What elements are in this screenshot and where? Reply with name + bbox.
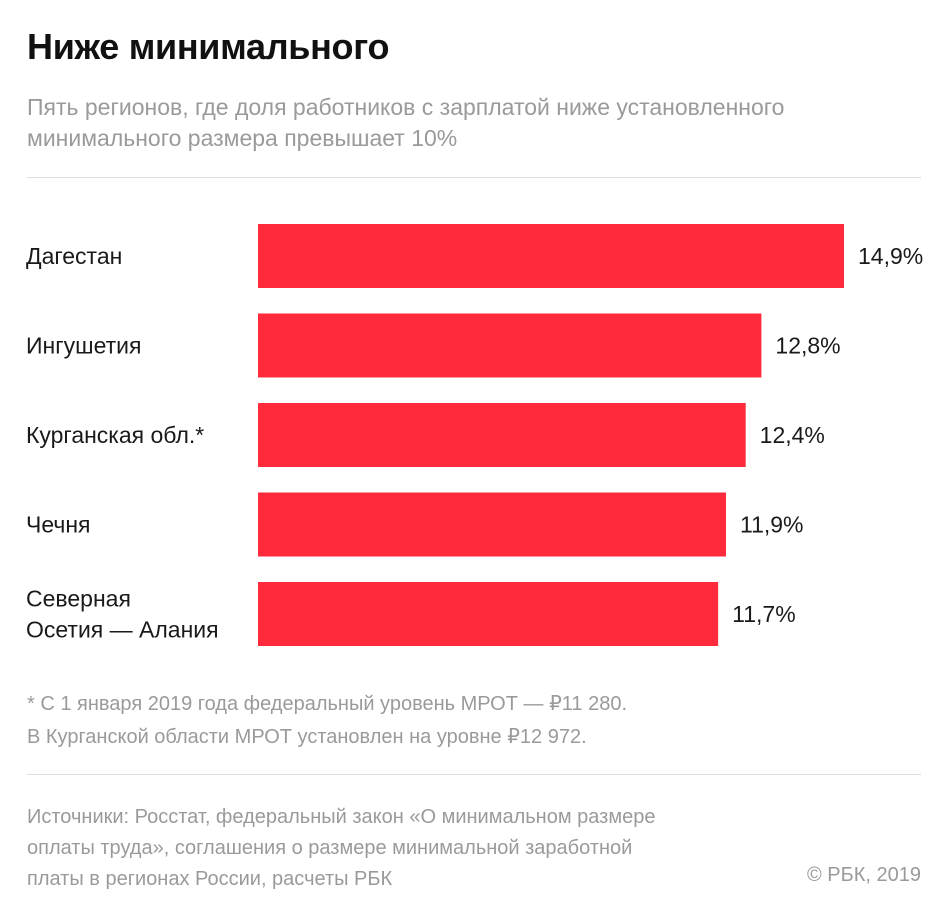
sources-line-2: оплаты труда», соглашения о размере мини… bbox=[27, 837, 633, 859]
bar-1 bbox=[258, 224, 844, 288]
value-label-3: 12,4% bbox=[760, 422, 825, 448]
category-label-5-line-1: Северная bbox=[26, 586, 131, 612]
category-label-2: Ингушетия bbox=[26, 333, 141, 359]
bar-2 bbox=[258, 313, 762, 378]
footnote-line-1: * С 1 января 2019 года федеральный урове… bbox=[27, 693, 628, 715]
footnote: * С 1 января 2019 года федеральный урове… bbox=[27, 688, 907, 754]
bar-chart: Дагестан 14,9% Ингушетия 12,8% Курганская об… bbox=[26, 224, 923, 646]
top-divider bbox=[27, 177, 921, 178]
category-label-4: Чечня bbox=[26, 512, 91, 538]
chart-title: Ниже минимального bbox=[27, 26, 390, 67]
category-label-1: Дагестан bbox=[26, 243, 122, 269]
category-label-5-line-2: Осетия — Алания bbox=[26, 617, 219, 643]
value-label-1: 14,9% bbox=[858, 243, 923, 269]
category-label-3: Курганская обл.* bbox=[26, 422, 204, 448]
bar-3 bbox=[258, 403, 746, 467]
chart-subtitle: Пять регионов, где доля работников с зар… bbox=[27, 94, 785, 151]
bottom-divider bbox=[27, 774, 921, 775]
copyright: © РБК, 2019 bbox=[806, 864, 921, 886]
value-label-4: 11,9% bbox=[740, 512, 804, 538]
bar-5 bbox=[258, 582, 719, 646]
bar-4 bbox=[258, 492, 727, 557]
footnote-line-2: В Курганской области МРОТ установлен на … bbox=[27, 726, 587, 748]
sources-line-1: Источники: Росстат, федеральный закон «О… bbox=[27, 806, 656, 828]
value-label-2: 12,8% bbox=[775, 333, 840, 359]
sources-line-3: платы в регионах России, расчеты РБК bbox=[27, 868, 393, 890]
value-label-5: 11,7% bbox=[732, 601, 796, 627]
sources-note: Источники: Росстат, федеральный закон «О… bbox=[27, 802, 787, 895]
